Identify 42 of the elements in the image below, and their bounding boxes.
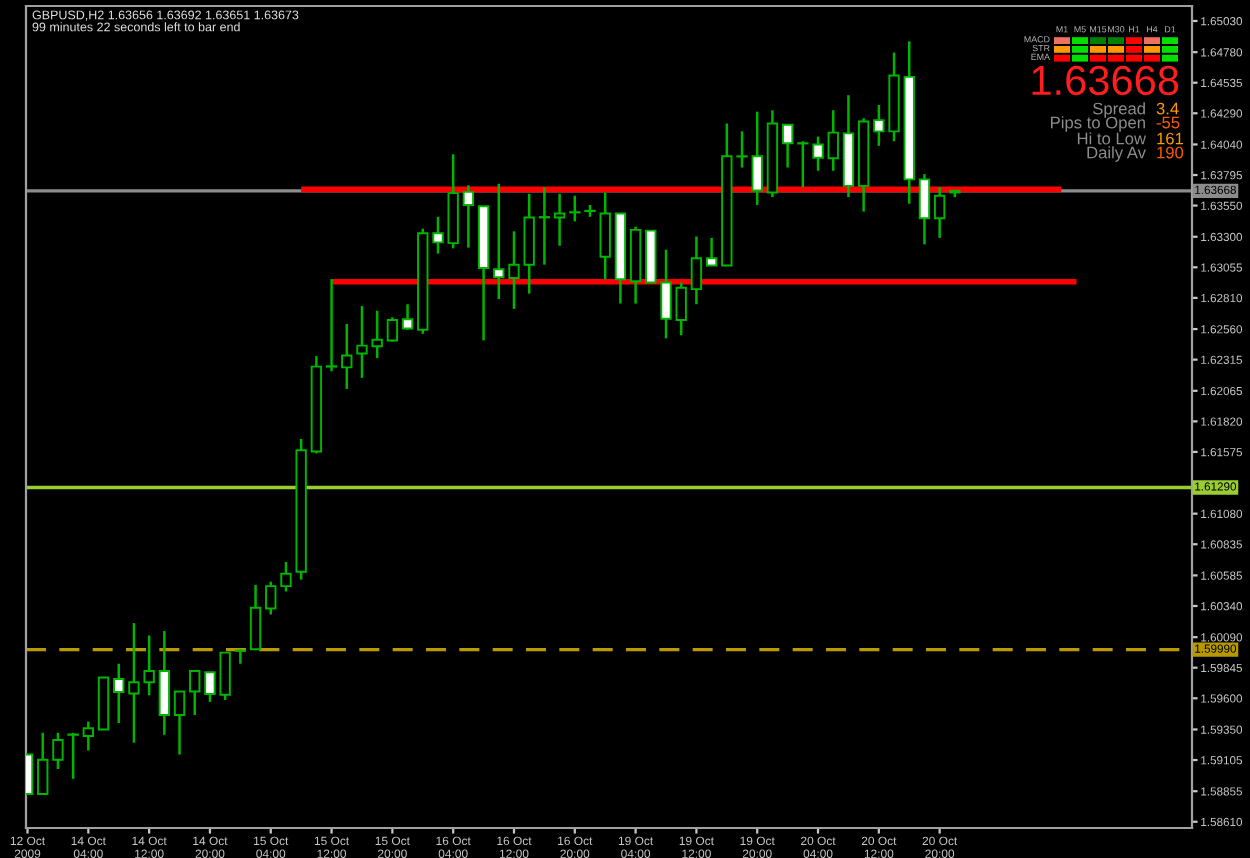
candlestick [82, 720, 95, 752]
candlestick [553, 192, 566, 247]
candlestick [538, 185, 551, 266]
annotation: -55 [1156, 116, 1180, 129]
annotation: 1.63668 [1032, 65, 1179, 96]
candlestick [493, 182, 505, 301]
candlestick [386, 316, 399, 343]
candlestick [113, 662, 125, 725]
annotation: Spread [1093, 102, 1145, 118]
candlestick [827, 109, 839, 173]
candlestick [67, 731, 79, 781]
candlestick [599, 191, 611, 281]
candlestick [401, 302, 414, 332]
candlestick [325, 277, 338, 373]
candlestick [249, 583, 262, 651]
candlestick [569, 194, 581, 223]
candlestick [751, 110, 763, 207]
candlestick [462, 183, 475, 249]
candlestick [234, 647, 247, 665]
candlestick [523, 192, 535, 295]
candlestick [781, 123, 794, 169]
candlestick [660, 248, 672, 340]
annotation: Daily Av [1087, 146, 1146, 162]
candlestick [508, 230, 520, 311]
candlestick [52, 731, 64, 771]
candlestick [189, 669, 201, 717]
candlestick [918, 172, 931, 246]
candlestick [37, 731, 49, 796]
candlestick [933, 185, 946, 240]
candlestick [173, 690, 186, 756]
candlestick [690, 235, 703, 306]
candlestick [158, 629, 171, 737]
annotation: 190 [1157, 146, 1184, 159]
candlestick [265, 580, 277, 616]
annotation: Pips to Open [1051, 116, 1145, 132]
candlestick [675, 281, 687, 337]
annotation: 3.4 [1156, 102, 1179, 115]
candlestick [280, 560, 292, 593]
annotation: 161 [1157, 132, 1183, 145]
annotation: Hi to Low [1077, 132, 1147, 145]
candlestick [705, 236, 718, 267]
candlestick [341, 322, 353, 391]
